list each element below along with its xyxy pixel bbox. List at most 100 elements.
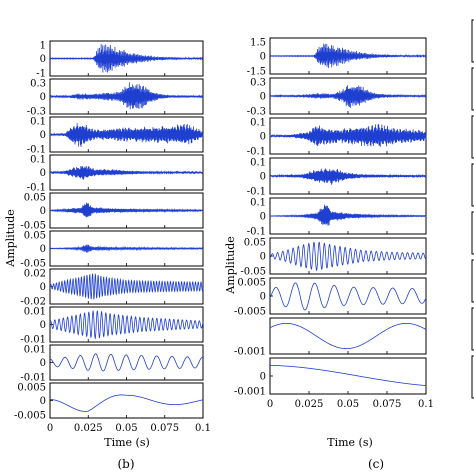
x-tick-label: 0.1 bbox=[418, 399, 434, 410]
y-tick-label: -0.1 bbox=[27, 145, 46, 156]
subplot-7: 0.02 0 -0.02 bbox=[20, 268, 204, 308]
y-tick-label: -1 bbox=[36, 69, 46, 80]
y-tick-label: -0.01 bbox=[20, 373, 46, 384]
y-tick-label: 0.3 bbox=[250, 78, 266, 89]
waveform-series bbox=[49, 82, 204, 110]
x-tick-label: 0.05 bbox=[115, 423, 137, 434]
y-tick-label: 0.05 bbox=[24, 231, 46, 242]
y-tick-label: -0.1 bbox=[27, 183, 46, 194]
subplot-5: 0.05 0 -0.05 bbox=[20, 192, 204, 232]
y-tick-label: 0 bbox=[260, 252, 266, 263]
y-tick-label: 0 bbox=[40, 92, 46, 103]
subplot-8: 0.01 0 -0.01 bbox=[20, 306, 204, 346]
y-tick-label: 0 bbox=[260, 52, 266, 63]
clipped-subplot-frame bbox=[471, 211, 474, 255]
y-tick-label: 0 bbox=[40, 206, 46, 217]
panel-b-ylabel: Amplitude bbox=[4, 209, 17, 268]
x-tick-label: 0.05 bbox=[337, 399, 359, 410]
waveform-series bbox=[49, 202, 204, 218]
y-tick-label: -0.3 bbox=[247, 107, 266, 118]
subplot-7: 0.005 0 -0.005 bbox=[234, 277, 427, 318]
waveform-series bbox=[49, 309, 204, 340]
subplot-6: 0.05 0 -0.05 bbox=[20, 230, 204, 270]
waveform-series bbox=[269, 124, 427, 147]
y-tick-label: 0.1 bbox=[250, 118, 266, 129]
x-tick-label: 0 bbox=[47, 423, 53, 434]
waveform-series bbox=[269, 204, 427, 226]
y-tick-label: 0.005 bbox=[237, 278, 266, 289]
y-tick-label: -0.02 bbox=[20, 297, 46, 308]
subplot-2: 0.3 0 -0.3 bbox=[247, 77, 427, 118]
waveform-series bbox=[269, 241, 427, 272]
x-tick-label: 0.075 bbox=[150, 423, 179, 434]
clipped-subplot-frame bbox=[471, 163, 474, 207]
panel-c: 1.50-1.50.30-0.30.10-0.10.10-0.10.10-0.1… bbox=[234, 37, 434, 410]
panel-c-xlabel: Time (s) bbox=[327, 436, 373, 449]
waveform-series bbox=[49, 123, 204, 147]
y-tick-label: -0.3 bbox=[27, 107, 46, 118]
x-tick-label: 0 bbox=[267, 399, 273, 410]
subplot-4: 0.1 0 -0.1 bbox=[27, 154, 204, 194]
y-tick-label: -0.001 bbox=[234, 347, 266, 358]
y-tick-label: -0.01 bbox=[20, 335, 46, 346]
clipped-subplot-frame bbox=[471, 259, 474, 303]
y-tick-label: -0.1 bbox=[247, 227, 266, 238]
panel-b-label: (b) bbox=[117, 457, 134, 471]
subplot-frame bbox=[49, 306, 204, 343]
clipped-subplot-frame bbox=[471, 67, 474, 111]
y-tick-label: -0.05 bbox=[240, 267, 266, 278]
y-tick-label: 0 bbox=[40, 320, 46, 331]
waveform-series bbox=[269, 85, 427, 108]
y-tick-label: -0.05 bbox=[20, 221, 46, 232]
y-tick-label: -0.1 bbox=[247, 187, 266, 198]
y-tick-label: 0 bbox=[40, 168, 46, 179]
y-tick-label: 1.5 bbox=[250, 38, 266, 49]
y-tick-label: 0 bbox=[260, 92, 266, 103]
y-tick-label: 0 bbox=[40, 282, 46, 293]
y-tick-label: 0 bbox=[40, 396, 46, 407]
y-tick-label: 0.05 bbox=[24, 193, 46, 204]
x-tick-label: 0.025 bbox=[295, 399, 324, 410]
waveform-series bbox=[269, 43, 427, 69]
y-tick-label: 0 bbox=[260, 372, 266, 383]
clipped-subplot-frame bbox=[471, 19, 474, 63]
subplot-frame bbox=[269, 237, 427, 275]
clipped-subplot-frame bbox=[471, 115, 474, 159]
waveform-series bbox=[269, 168, 427, 185]
y-tick-label: -1.5 bbox=[247, 67, 266, 78]
y-tick-label: 0.1 bbox=[30, 117, 46, 128]
waveform-series bbox=[49, 353, 204, 372]
y-tick-label: -0.005 bbox=[234, 307, 266, 318]
x-tick-label: 0.075 bbox=[373, 399, 402, 410]
y-tick-label: 0.1 bbox=[250, 158, 266, 169]
y-tick-label: 0 bbox=[40, 130, 46, 141]
subplot-3: 0.1 0 -0.1 bbox=[27, 116, 204, 156]
waveform-series bbox=[269, 323, 427, 349]
subplot-5: 0.1 0 -0.1 bbox=[247, 197, 427, 238]
waveform-series bbox=[269, 282, 427, 311]
y-tick-label: 0 bbox=[40, 358, 46, 369]
subplot-6: 0.05 0 -0.05 bbox=[240, 237, 427, 278]
y-tick-label: 0.01 bbox=[24, 307, 46, 318]
panel-c-label: (c) bbox=[368, 457, 384, 471]
y-tick-label: 0.05 bbox=[244, 238, 266, 249]
x-tick-label: 0.1 bbox=[195, 423, 211, 434]
y-tick-label: 0.3 bbox=[30, 79, 46, 90]
clipped-subplot-frame bbox=[471, 355, 474, 399]
y-tick-label: 0.005 bbox=[17, 383, 46, 394]
y-tick-label: 0 bbox=[260, 292, 266, 303]
y-tick-label: 0 bbox=[40, 244, 46, 255]
y-tick-label: -0.005 bbox=[14, 411, 46, 422]
panel-b-xlabel: Time (s) bbox=[104, 436, 150, 449]
x-tick-label: 0.025 bbox=[74, 423, 103, 434]
subplot-3: 0.1 0 -0.1 bbox=[247, 117, 427, 158]
y-tick-label: -0.05 bbox=[20, 259, 46, 270]
y-tick-label: 0.1 bbox=[250, 198, 266, 209]
subplot-9: 0.01 0 -0.01 bbox=[20, 344, 204, 384]
subplot-4: 0.1 0 -0.1 bbox=[247, 157, 427, 198]
subplot-1: 1.5 0 -1.5 bbox=[247, 37, 427, 78]
subplot-1: 1 0 -1 bbox=[36, 40, 204, 80]
